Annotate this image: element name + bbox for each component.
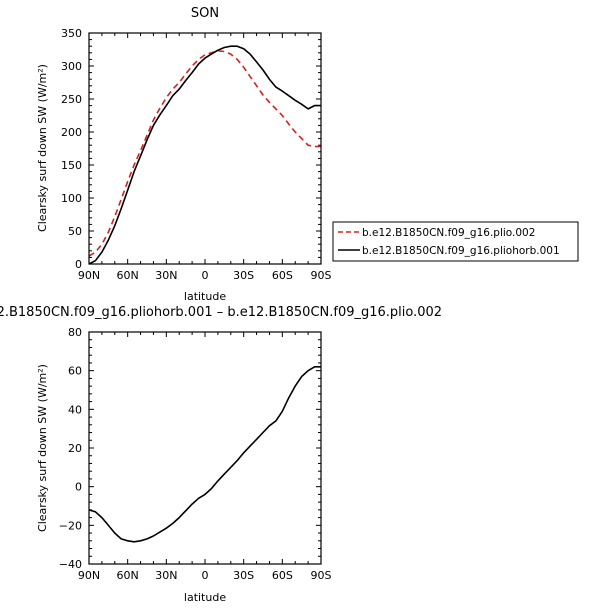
top-chart: SON 90N 60N 30N 0 30S 60S 90S 0 50 100 150 200 250 30… bbox=[36, 6, 332, 303]
y-tick-label: −40 bbox=[59, 558, 82, 571]
y-tick-label: 50 bbox=[68, 225, 82, 238]
y-tick-label: 80 bbox=[68, 326, 82, 339]
y-tick-label: 60 bbox=[68, 365, 82, 378]
y-tick-label: 0 bbox=[75, 258, 82, 271]
series-line-1 bbox=[88, 45, 321, 265]
top-chart-frame bbox=[88, 32, 322, 265]
x-tick-label: 60N bbox=[117, 569, 139, 582]
bottom-chart-title: b.e12.B1850CN.f09_g16.pliohorb.001 – b.e… bbox=[0, 305, 442, 320]
top-chart-title: SON bbox=[191, 6, 219, 21]
x-tick-label: 30N bbox=[155, 269, 177, 282]
legend-label-pliohorb: b.e12.B1850CN.f09_g16.pliohorb.001 bbox=[362, 245, 560, 257]
y-tick-label: 200 bbox=[61, 126, 82, 139]
x-tick-label: 90S bbox=[311, 569, 332, 582]
x-tick-label: 30S bbox=[233, 569, 254, 582]
bottom-chart-lines bbox=[88, 366, 321, 543]
x-tick-label: 60S bbox=[272, 569, 293, 582]
top-chart-xlabel: latitude bbox=[184, 290, 226, 303]
y-tick-label: 150 bbox=[61, 159, 82, 172]
y-tick-label: 300 bbox=[61, 60, 82, 73]
top-chart-ticks bbox=[88, 32, 322, 265]
x-tick-label: 0 bbox=[202, 269, 209, 282]
bottom-chart-tick-labels: 90N 60N 30N 0 30S 60S 90S −40 −20 0 20 40 60 80 bbox=[59, 326, 332, 582]
top-chart-tick-labels: 90N 60N 30N 0 30S 60S 90S 0 50 100 150 200 250 300 350 bbox=[61, 27, 332, 282]
x-tick-label: 90N bbox=[78, 269, 100, 282]
x-tick-label: 30N bbox=[155, 569, 177, 582]
y-tick-label: 100 bbox=[61, 192, 82, 205]
bottom-chart-ylabel: Clearsky surf down SW (W/m²) bbox=[36, 364, 49, 532]
x-tick-label: 90S bbox=[311, 269, 332, 282]
y-tick-label: 40 bbox=[68, 403, 82, 416]
series-line-0 bbox=[88, 366, 321, 543]
bottom-chart-frame bbox=[88, 331, 322, 565]
bottom-chart-xlabel: latitude bbox=[184, 591, 226, 604]
top-chart-ylabel: Clearsky surf down SW (W/m²) bbox=[36, 64, 49, 232]
series-line-0 bbox=[88, 50, 321, 257]
legend: b.e12.B1850CN.f09_g16.plio.002 b.e12.B18… bbox=[332, 221, 579, 262]
bottom-chart-ticks bbox=[88, 331, 322, 565]
x-tick-label: 30S bbox=[233, 269, 254, 282]
legend-label-plio: b.e12.B1850CN.f09_g16.plio.002 bbox=[362, 227, 535, 239]
top-chart-lines bbox=[88, 45, 321, 265]
bottom-chart: b.e12.B1850CN.f09_g16.pliohorb.001 – b.e… bbox=[0, 305, 442, 604]
x-tick-label: 60S bbox=[272, 269, 293, 282]
y-tick-label: 350 bbox=[61, 27, 82, 40]
y-tick-label: 20 bbox=[68, 442, 82, 455]
legend-box bbox=[332, 221, 579, 262]
y-tick-label: 250 bbox=[61, 93, 82, 106]
y-tick-label: 0 bbox=[75, 481, 82, 494]
x-tick-label: 60N bbox=[117, 269, 139, 282]
x-tick-label: 90N bbox=[78, 569, 100, 582]
y-tick-label: −20 bbox=[59, 519, 82, 532]
x-tick-label: 0 bbox=[202, 569, 209, 582]
